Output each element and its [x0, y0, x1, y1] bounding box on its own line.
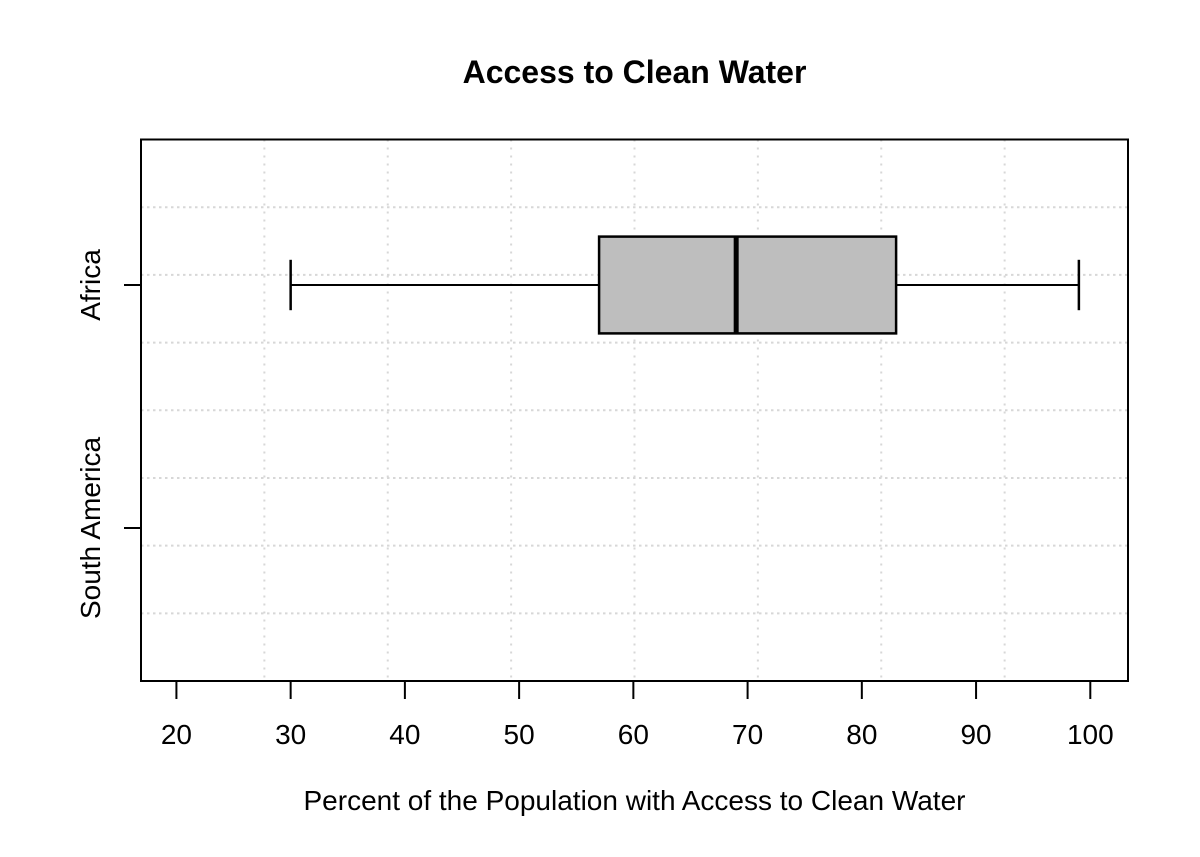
x-tick-label: 40 [389, 719, 420, 750]
iqr-box [597, 235, 898, 335]
x-tick-label: 90 [960, 719, 991, 750]
y-category-label: South America [75, 437, 106, 620]
plot-frame [140, 138, 1129, 682]
x-tick-label: 30 [275, 719, 306, 750]
x-tick-label: 70 [732, 719, 763, 750]
x-tick-label: 100 [1067, 719, 1114, 750]
chart-title: Access to Clean Water [462, 54, 807, 90]
x-tick-label: 80 [846, 719, 877, 750]
x-tick-label: 20 [161, 719, 192, 750]
x-tick-label: 50 [504, 719, 535, 750]
x-tick-label: 60 [618, 719, 649, 750]
x-axis-title: Percent of the Population with Access to… [303, 785, 966, 816]
y-category-label: Africa [75, 249, 106, 321]
